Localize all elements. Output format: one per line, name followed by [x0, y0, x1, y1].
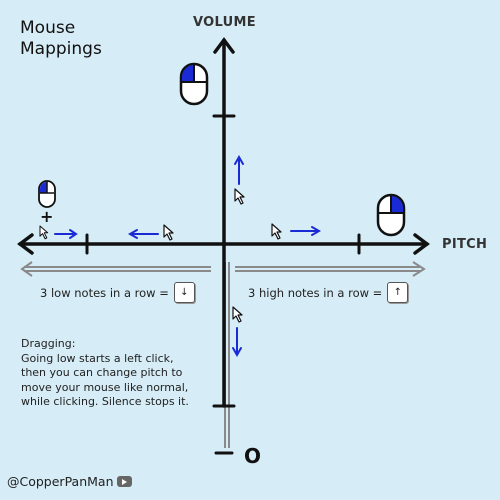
blue-arrows: [54, 154, 322, 358]
origin-label: O: [244, 444, 262, 468]
dragging-note: Dragging: Going low starts a left click,…: [21, 337, 189, 408]
arrow-icon: [127, 229, 159, 239]
cursor-icon: [163, 224, 174, 241]
low-notes-text: 3 low notes in a row =: [40, 285, 169, 300]
low-notes-row: 3 low notes in a row = ↓: [40, 282, 195, 303]
cursor-icon: [271, 223, 282, 240]
cursor-icon: [232, 306, 243, 323]
arrow-icon: [232, 327, 242, 358]
high-notes-row: 3 high notes in a row = ↑: [248, 282, 409, 303]
keyboard-key-icon: ↓: [173, 282, 195, 303]
mouse-icon: [376, 193, 406, 237]
mouse-icon: [38, 180, 56, 208]
arrow-icon: [234, 154, 244, 185]
y-axis-arrow-top: [213, 37, 235, 54]
y-axis-label: VOLUME: [193, 15, 256, 30]
cursor-icon: [234, 188, 245, 205]
keyboard-key-icon: ↑: [387, 282, 409, 303]
arrow-icon: [290, 226, 322, 236]
x-axis-arrow-left: [17, 233, 34, 255]
high-notes-text: 3 high notes in a row =: [248, 285, 383, 300]
x-axis-arrow-right: [413, 233, 430, 255]
credit-handle: @CopperPanMan: [7, 474, 114, 489]
cursor-icon: [39, 225, 49, 240]
arrow-icon: [54, 229, 78, 239]
mouse-icon: [179, 62, 209, 106]
credit: @CopperPanMan: [7, 474, 132, 489]
youtube-icon: [116, 476, 132, 487]
x-axis-label: PITCH: [442, 237, 488, 252]
axes: [17, 37, 430, 455]
page-title: Mouse Mappings: [20, 18, 102, 59]
plus-sign: +: [40, 207, 54, 226]
